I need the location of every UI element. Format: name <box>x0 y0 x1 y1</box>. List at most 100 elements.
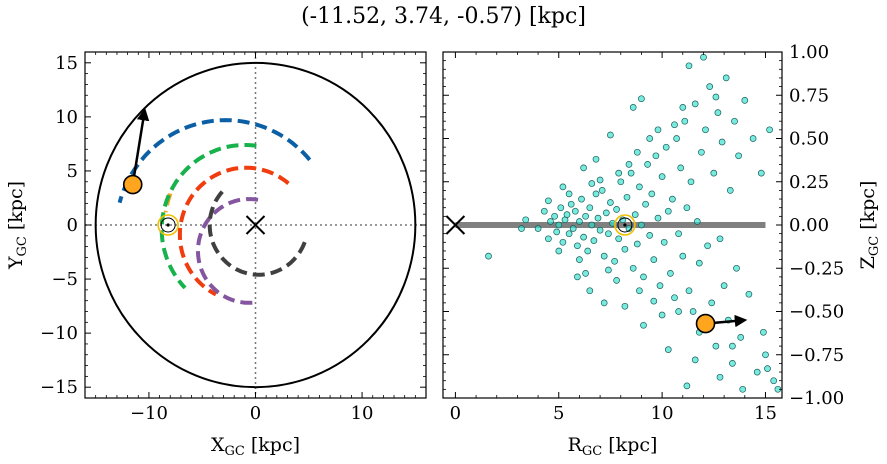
scatter-point <box>547 218 554 225</box>
scatter-point <box>685 287 693 295</box>
scatter-point <box>617 178 625 186</box>
scatter-point <box>555 221 563 229</box>
scatter-point <box>654 214 662 222</box>
sun-marker-dot <box>166 223 170 227</box>
x-axis-label: RGC [kpc] <box>568 434 658 459</box>
scatter-point <box>714 109 722 116</box>
y-tick-label: 0.75 <box>789 85 829 106</box>
scatter-point <box>766 126 773 134</box>
scatter-point <box>664 207 672 215</box>
scatter-point <box>677 164 685 172</box>
scatter-point <box>658 173 666 180</box>
y-axis-label: ZGC [kpc] <box>857 181 882 270</box>
scatter-point <box>580 233 587 241</box>
scatter-point <box>673 135 680 142</box>
scatter-point <box>679 104 687 111</box>
scatter-point <box>745 290 753 298</box>
scatter-point <box>638 95 645 103</box>
scatter-point <box>518 225 525 232</box>
scatter-point <box>576 256 583 263</box>
scatter-point <box>700 53 707 61</box>
plot-area <box>445 53 782 393</box>
scatter-point <box>658 311 666 319</box>
scatter-point <box>586 287 594 295</box>
scatter-point <box>687 178 695 186</box>
scatter-point <box>749 135 757 142</box>
scatter-point <box>565 230 573 238</box>
object-marker <box>122 174 143 195</box>
scatter-point <box>636 287 643 295</box>
r-z-scatter-panel: 0 5 10 15 −1.00 −0.75 −0.50 −0.25 0.00 0.25 0.50 0.… <box>442 42 882 459</box>
scatter-point <box>598 187 606 194</box>
y-tick-label: −5 <box>51 269 78 290</box>
scatter-point <box>640 321 647 329</box>
scatter-point <box>625 161 633 168</box>
scatter-point <box>733 264 740 272</box>
scatter-point <box>588 221 596 229</box>
y-tick-label: 5 <box>67 161 78 182</box>
scatter-point <box>596 176 604 184</box>
galactic-center-marker <box>445 215 466 235</box>
x-tick-label: 5 <box>553 403 564 424</box>
y-tick-label: 0.25 <box>789 172 829 193</box>
scatter-point <box>706 83 714 90</box>
scatter-point <box>691 100 699 108</box>
y-tick-label: 10 <box>55 107 78 128</box>
scatter-point <box>679 252 687 260</box>
scatter-point <box>710 169 718 177</box>
scatter-point <box>671 294 678 302</box>
scatter-point <box>636 183 643 191</box>
y-tick-label: 15 <box>55 53 78 74</box>
object-marker <box>695 313 716 334</box>
scatter-point <box>712 342 720 350</box>
spiral-arm-6 <box>207 190 307 277</box>
scatter-point <box>708 299 716 307</box>
y-tick-label: −10 <box>40 323 78 344</box>
scatter-point <box>623 193 631 201</box>
scatter-point <box>629 104 637 111</box>
scatter-point <box>693 218 701 225</box>
scatter-point <box>576 218 583 225</box>
scatter-point <box>633 240 641 248</box>
scatter-point <box>664 346 672 353</box>
scatter-point <box>770 377 778 385</box>
y-tick-label: 0 <box>67 215 78 236</box>
x-tick-label: 0 <box>450 403 461 424</box>
scatter-point <box>607 199 614 206</box>
scatter-point <box>681 117 689 125</box>
scatter-point <box>545 235 552 243</box>
scatter-point <box>753 368 761 376</box>
scatter-point <box>729 342 736 350</box>
scatter-point <box>615 169 623 177</box>
scatter-point <box>592 155 600 163</box>
scatter-point <box>722 74 730 82</box>
scatter-point <box>640 273 647 281</box>
x-tick-label: −10 <box>130 403 168 424</box>
scatter-point <box>625 225 633 232</box>
scatter-point <box>650 256 658 263</box>
spiral-arm-5 <box>196 197 259 305</box>
scatter-point <box>621 302 629 310</box>
scatter-point <box>656 282 664 289</box>
scatter-point <box>729 360 736 367</box>
scatter-point <box>757 169 765 177</box>
scatter-point <box>689 308 697 315</box>
scatter-point <box>574 242 581 250</box>
scatter-point <box>522 216 530 224</box>
scatter-point <box>629 264 637 272</box>
scatter-point <box>596 226 604 234</box>
y-tick-label: −0.75 <box>789 345 844 366</box>
scatter-point <box>574 273 581 281</box>
scatter-point <box>654 126 662 134</box>
scatter-point <box>553 228 561 236</box>
scatter-point <box>633 148 641 156</box>
scatter-point <box>718 138 726 146</box>
scatter-point <box>648 190 656 198</box>
scatter-point <box>567 200 575 208</box>
scatter-point <box>698 148 705 156</box>
scatter-point <box>600 299 608 307</box>
scatter-point <box>584 247 592 255</box>
x-tick-label: 10 <box>651 403 674 424</box>
y-axis-label: YGC [kpc] <box>5 181 30 270</box>
